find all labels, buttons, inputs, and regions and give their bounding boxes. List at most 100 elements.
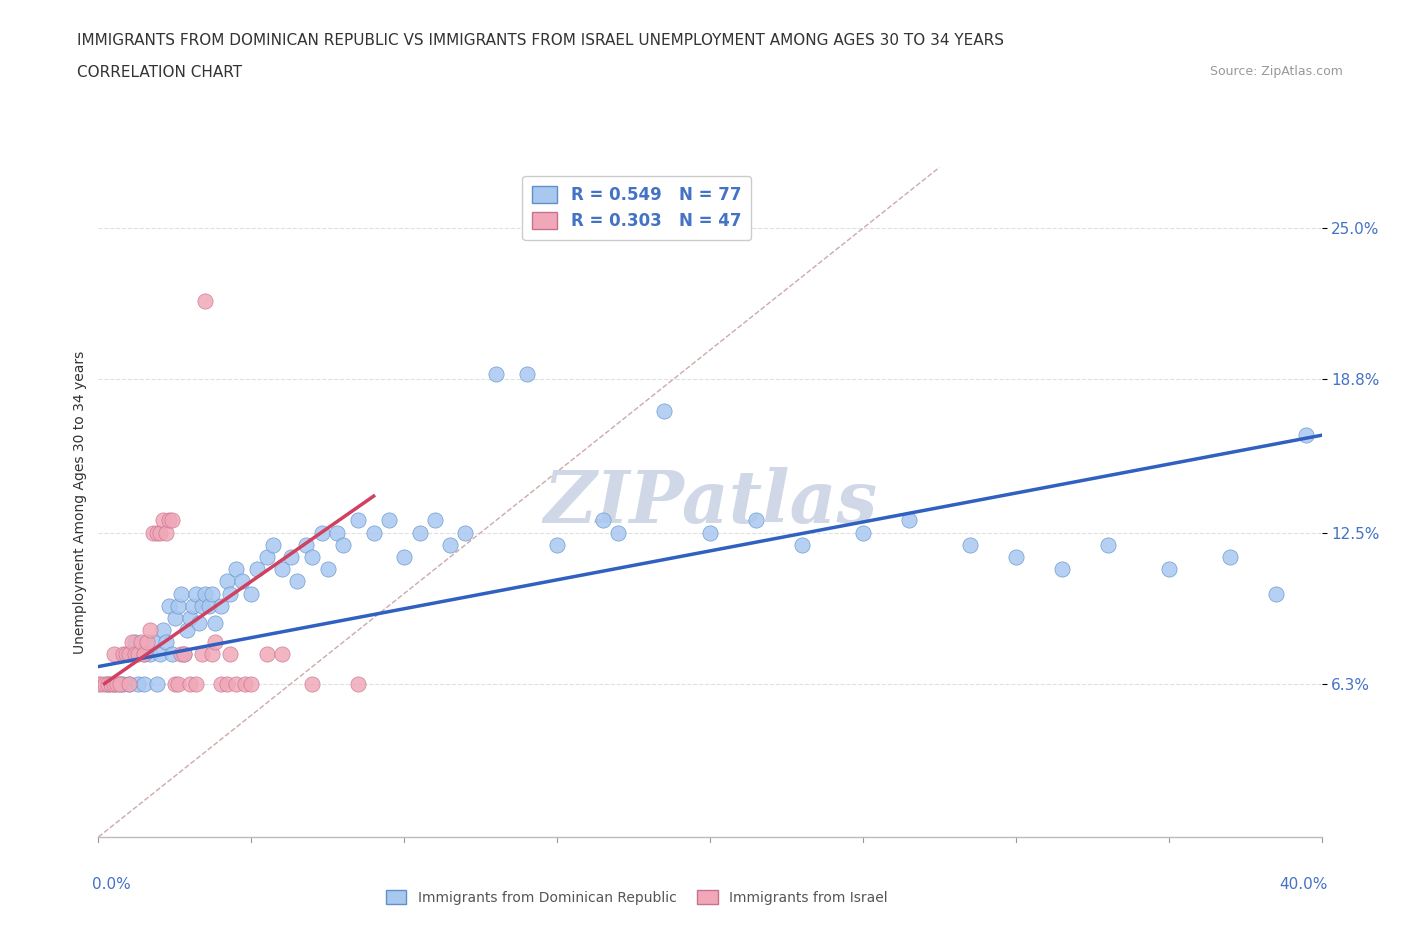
Point bbox=[155, 525, 177, 540]
Point bbox=[225, 676, 247, 691]
Point bbox=[209, 598, 232, 613]
Point bbox=[127, 647, 149, 662]
Point bbox=[485, 367, 508, 382]
Point bbox=[111, 647, 134, 662]
Point bbox=[97, 676, 120, 691]
Point bbox=[118, 676, 141, 691]
Point bbox=[188, 616, 211, 631]
Point bbox=[160, 513, 183, 528]
Point bbox=[200, 647, 222, 662]
Point bbox=[167, 676, 190, 691]
Point bbox=[363, 525, 385, 540]
Point bbox=[142, 635, 165, 650]
Point bbox=[103, 676, 125, 691]
Point bbox=[546, 538, 568, 552]
Point bbox=[392, 550, 416, 565]
Point bbox=[124, 647, 146, 662]
Point bbox=[1050, 562, 1073, 577]
Point bbox=[209, 676, 232, 691]
Text: CORRELATION CHART: CORRELATION CHART bbox=[77, 65, 242, 80]
Point bbox=[103, 676, 125, 691]
Point bbox=[87, 676, 110, 691]
Point bbox=[256, 550, 278, 565]
Point bbox=[1264, 586, 1286, 601]
Point bbox=[134, 647, 156, 662]
Point bbox=[1219, 550, 1241, 565]
Point bbox=[90, 676, 112, 691]
Point bbox=[136, 635, 159, 650]
Point bbox=[652, 404, 675, 418]
Point bbox=[852, 525, 875, 540]
Point bbox=[204, 635, 226, 650]
Point bbox=[93, 676, 115, 691]
Point bbox=[163, 676, 186, 691]
Point bbox=[233, 676, 256, 691]
Point bbox=[118, 647, 141, 662]
Point bbox=[959, 538, 981, 552]
Point bbox=[100, 676, 122, 691]
Point bbox=[157, 598, 180, 613]
Point bbox=[129, 635, 152, 650]
Point bbox=[103, 647, 125, 662]
Point bbox=[295, 538, 318, 552]
Point bbox=[699, 525, 721, 540]
Point bbox=[124, 635, 146, 650]
Point bbox=[408, 525, 430, 540]
Point bbox=[105, 676, 128, 691]
Point bbox=[326, 525, 349, 540]
Point bbox=[262, 538, 284, 552]
Point bbox=[173, 647, 195, 662]
Point bbox=[167, 598, 190, 613]
Text: IMMIGRANTS FROM DOMINICAN REPUBLIC VS IMMIGRANTS FROM ISRAEL UNEMPLOYMENT AMONG : IMMIGRANTS FROM DOMINICAN REPUBLIC VS IM… bbox=[77, 33, 1004, 47]
Point bbox=[423, 513, 446, 528]
Point bbox=[173, 647, 195, 662]
Text: 0.0%: 0.0% bbox=[93, 877, 131, 892]
Point bbox=[118, 676, 141, 691]
Point bbox=[200, 586, 222, 601]
Point bbox=[145, 676, 167, 691]
Point bbox=[280, 550, 302, 565]
Point bbox=[311, 525, 333, 540]
Point bbox=[246, 562, 269, 577]
Point bbox=[231, 574, 253, 589]
Point bbox=[240, 676, 263, 691]
Point bbox=[121, 635, 143, 650]
Point bbox=[332, 538, 354, 552]
Point bbox=[152, 513, 174, 528]
Text: 40.0%: 40.0% bbox=[1279, 877, 1327, 892]
Point bbox=[181, 598, 204, 613]
Point bbox=[347, 676, 370, 691]
Point bbox=[225, 562, 247, 577]
Point bbox=[454, 525, 477, 540]
Point bbox=[191, 647, 214, 662]
Point bbox=[439, 538, 461, 552]
Point bbox=[270, 647, 292, 662]
Point bbox=[108, 676, 131, 691]
Point bbox=[163, 610, 186, 625]
Point bbox=[516, 367, 538, 382]
Point bbox=[134, 676, 156, 691]
Point bbox=[157, 513, 180, 528]
Text: ZIPatlas: ZIPatlas bbox=[543, 467, 877, 538]
Point bbox=[790, 538, 813, 552]
Point bbox=[170, 586, 193, 601]
Point bbox=[897, 513, 920, 528]
Point bbox=[197, 598, 219, 613]
Point bbox=[186, 676, 208, 691]
Point bbox=[1295, 428, 1317, 443]
Point bbox=[179, 610, 201, 625]
Point bbox=[139, 622, 162, 637]
Point bbox=[347, 513, 370, 528]
Point bbox=[145, 525, 167, 540]
Text: Source: ZipAtlas.com: Source: ZipAtlas.com bbox=[1209, 65, 1343, 78]
Point bbox=[270, 562, 292, 577]
Point bbox=[215, 574, 238, 589]
Point bbox=[204, 616, 226, 631]
Point bbox=[176, 622, 198, 637]
Point bbox=[256, 647, 278, 662]
Point bbox=[155, 635, 177, 650]
Point bbox=[127, 676, 149, 691]
Point bbox=[1004, 550, 1026, 565]
Legend: Immigrants from Dominican Republic, Immigrants from Israel: Immigrants from Dominican Republic, Immi… bbox=[380, 884, 893, 910]
Point bbox=[191, 598, 214, 613]
